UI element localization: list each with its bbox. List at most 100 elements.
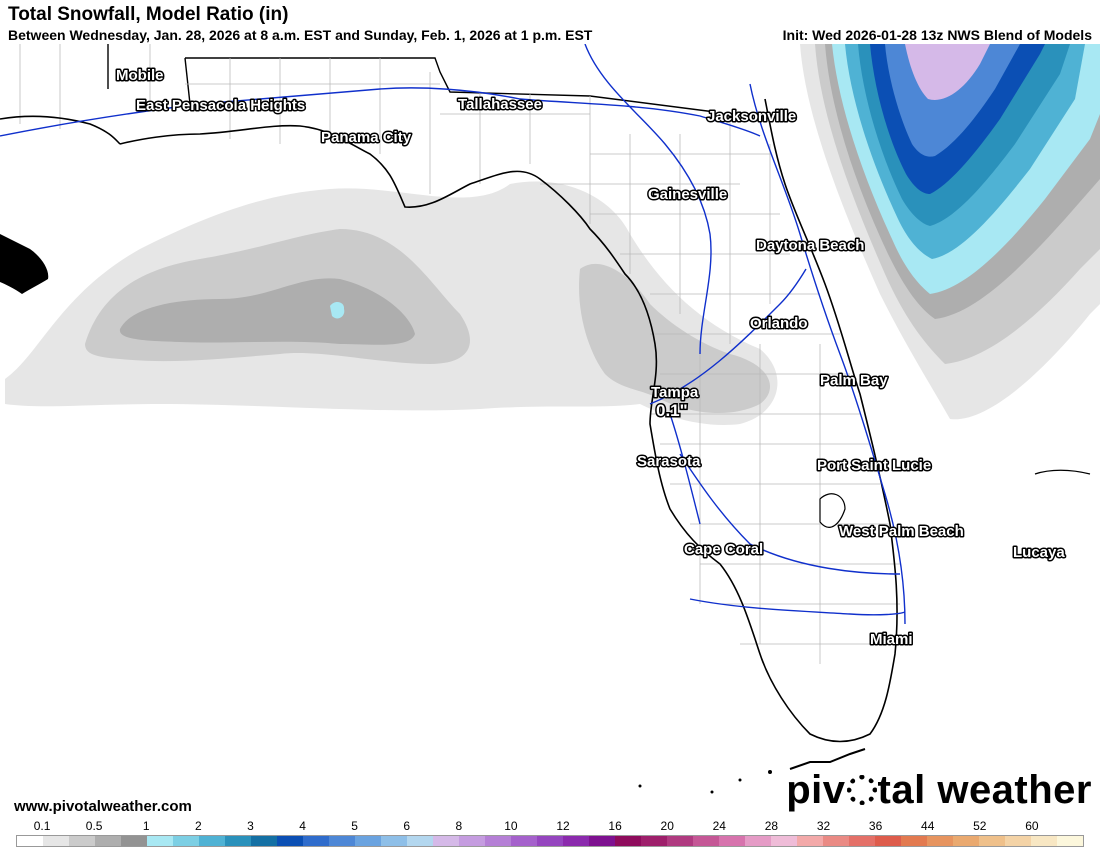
- legend-swatch: [303, 836, 329, 846]
- snowfall-map[interactable]: Mobile East Pensacola Heights Tallahasse…: [0, 44, 1100, 819]
- legend-label: 2: [194, 819, 202, 833]
- legend-swatch: [823, 836, 849, 846]
- legend-swatch: [667, 836, 693, 846]
- city-miami: Miami: [870, 631, 913, 648]
- legend-swatch: [95, 836, 121, 846]
- city-palm-bay: Palm Bay: [820, 372, 888, 389]
- legend-label: 16: [608, 819, 622, 833]
- legend-color-bar: [16, 835, 1084, 847]
- city-panama-city: Panama City: [321, 129, 412, 146]
- state-borders: [107, 44, 716, 113]
- website-link[interactable]: www.pivotalweather.com: [14, 798, 192, 815]
- legend-swatch: [693, 836, 719, 846]
- valid-time-range: Between Wednesday, Jan. 28, 2026 at 8 a.…: [8, 27, 593, 43]
- interstates: [0, 44, 906, 625]
- legend-swatch: [121, 836, 147, 846]
- legend-swatch: [875, 836, 901, 846]
- legend-swatch: [459, 836, 485, 846]
- legend-label: 6: [403, 819, 411, 833]
- legend-labels: 0.1 0.5 1 2 3 4 5 6 8 10 12 16 20 24 28 32 36 44 52 60: [16, 819, 1084, 833]
- legend-swatch: [641, 836, 667, 846]
- legend-swatch: [849, 836, 875, 846]
- legend-swatch: [1031, 836, 1057, 846]
- legend-swatch: [43, 836, 69, 846]
- legend-swatch: [199, 836, 225, 846]
- legend-label: 5: [351, 819, 358, 833]
- city-cape-coral: Cape Coral: [684, 541, 763, 558]
- legend-swatch: [537, 836, 563, 846]
- legend-label: 8: [455, 819, 463, 833]
- legend-swatch: [745, 836, 771, 846]
- legend-swatch: [355, 836, 381, 846]
- legend-swatch: [979, 836, 1005, 846]
- legend-label: 24: [712, 819, 726, 833]
- florida-keys: [638, 748, 866, 794]
- legend-label: 60: [1025, 819, 1039, 833]
- city-labels: Mobile East Pensacola Heights Tallahasse…: [115, 66, 1067, 650]
- map-title: Total Snowfall, Model Ratio (in): [8, 4, 289, 25]
- gear-icon: [846, 775, 877, 805]
- city-port-saint-lucie: Port Saint Lucie: [817, 457, 931, 474]
- city-daytona-beach: Daytona Beach: [756, 237, 864, 254]
- brand-text-end: tal weather: [877, 768, 1092, 812]
- city-orlando: Orlando: [750, 315, 808, 332]
- legend-swatch: [719, 836, 745, 846]
- legend-swatch: [329, 836, 355, 846]
- louisiana-coast: [0, 234, 49, 294]
- legend-swatch: [797, 836, 823, 846]
- legend-label: 4: [299, 819, 306, 833]
- legend-swatch: [511, 836, 537, 846]
- legend-swatch: [1005, 836, 1031, 846]
- legend-label: 52: [973, 819, 987, 833]
- legend-swatch: [433, 836, 459, 846]
- legend-swatch: [563, 836, 589, 846]
- city-lucaya: Lucaya: [1013, 544, 1065, 561]
- city-east-pensacola-heights: East Pensacola Heights: [136, 97, 305, 114]
- header: Total Snowfall, Model Ratio (in) Between…: [0, 0, 1100, 44]
- color-legend: 0.1 0.5 1 2 3 4 5 6 8 10 12 16 20 24 28 32 36 44 52 60: [16, 819, 1084, 850]
- city-tampa: Tampa: [651, 384, 699, 401]
- legend-label: 10: [504, 819, 518, 833]
- legend-swatch: [901, 836, 927, 846]
- legend-label: 1: [142, 819, 150, 833]
- legend-swatch: [381, 836, 407, 846]
- legend-swatch: [277, 836, 303, 846]
- legend-swatch: [953, 836, 979, 846]
- legend-swatch: [173, 836, 199, 846]
- city-tallahassee: Tallahassee: [458, 96, 542, 113]
- legend-swatch: [771, 836, 797, 846]
- legend-label: 36: [868, 819, 883, 833]
- city-mobile: Mobile: [116, 67, 164, 84]
- legend-label: 12: [556, 819, 570, 833]
- legend-swatch: [407, 836, 433, 846]
- legend-swatch: [69, 836, 95, 846]
- legend-swatch: [17, 836, 43, 846]
- legend-label: 3: [247, 819, 254, 833]
- legend-label: 28: [764, 819, 779, 833]
- brand-logo: piv tal weather: [786, 768, 1092, 813]
- city-sarasota: Sarasota: [637, 453, 701, 470]
- legend-swatch: [589, 836, 615, 846]
- legend-swatch: [927, 836, 953, 846]
- legend-swatch: [251, 836, 277, 846]
- city-gainesville: Gainesville: [648, 186, 727, 203]
- legend-label: 0.1: [33, 819, 51, 833]
- gulf-snowfall-shading: [5, 181, 778, 425]
- city-west-palm-beach: West Palm Beach: [839, 523, 964, 540]
- model-init-info: Init: Wed 2026-01-28 13z NWS Blend of Mo…: [782, 27, 1092, 43]
- legend-swatch: [615, 836, 641, 846]
- legend-swatch: [225, 836, 251, 846]
- city-jacksonville: Jacksonville: [707, 108, 796, 125]
- coastline: [0, 98, 898, 743]
- legend-label: 20: [660, 819, 674, 833]
- bahamas-islands: [819, 469, 1091, 528]
- legend-swatch: [485, 836, 511, 846]
- legend-label: 32: [816, 819, 831, 833]
- county-lines: [19, 44, 900, 664]
- legend-label: 0.5: [85, 819, 103, 833]
- atlantic-snowfall-shading: [800, 44, 1100, 420]
- legend-swatch: [147, 836, 173, 846]
- tampa-snow-amount: 0.1": [656, 401, 688, 420]
- legend-label: 44: [921, 819, 935, 833]
- brand-text-start: piv: [786, 768, 846, 812]
